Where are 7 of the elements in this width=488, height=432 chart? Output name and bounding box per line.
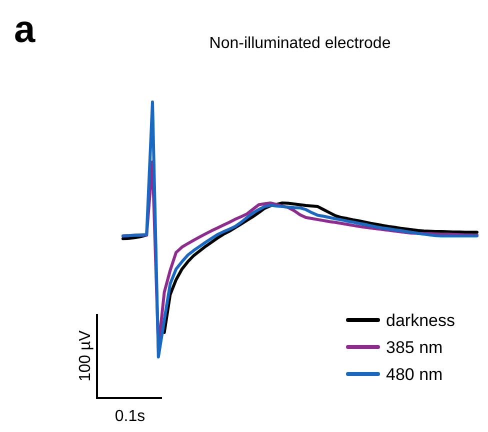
chart-title: Non-illuminated electrode	[209, 35, 391, 52]
text: 0.1s	[114, 408, 146, 425]
text: a	[14, 9, 36, 51]
legend-label: 480 nm	[386, 365, 443, 384]
legend-label: 385 nm	[386, 338, 443, 357]
legend-label: darkness	[386, 311, 455, 330]
text: 100 µV	[77, 330, 94, 382]
